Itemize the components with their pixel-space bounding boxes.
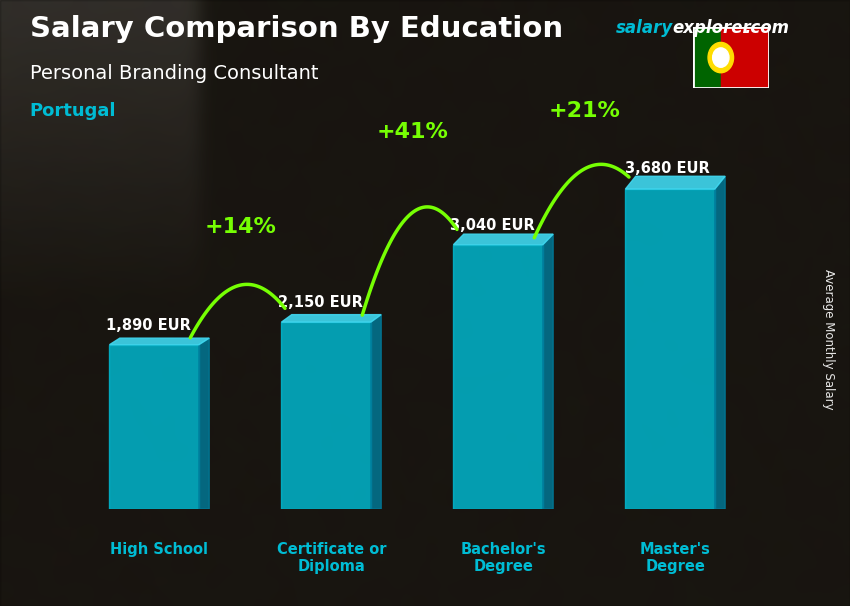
Polygon shape <box>543 234 553 509</box>
Text: .com: .com <box>744 19 789 38</box>
Text: explorer: explorer <box>672 19 751 38</box>
Bar <box>626 189 715 509</box>
Text: salary: salary <box>616 19 673 38</box>
Text: Certificate or
Diploma: Certificate or Diploma <box>276 542 386 574</box>
Text: Average Monthly Salary: Average Monthly Salary <box>822 269 836 410</box>
Bar <box>110 345 199 509</box>
Bar <box>281 322 371 509</box>
Polygon shape <box>626 176 725 189</box>
Text: Personal Branding Consultant: Personal Branding Consultant <box>30 64 318 82</box>
Text: 3,680 EUR: 3,680 EUR <box>626 161 710 176</box>
Bar <box>453 245 543 509</box>
Text: +14%: +14% <box>204 217 276 237</box>
Bar <box>721 27 769 88</box>
Text: 2,150 EUR: 2,150 EUR <box>278 295 363 310</box>
Text: Salary Comparison By Education: Salary Comparison By Education <box>30 15 563 43</box>
Polygon shape <box>110 338 209 345</box>
Polygon shape <box>199 338 209 509</box>
Polygon shape <box>371 315 381 509</box>
Bar <box>693 27 721 88</box>
Text: Portugal: Portugal <box>30 102 116 120</box>
Circle shape <box>708 42 734 73</box>
Text: 3,040 EUR: 3,040 EUR <box>450 218 535 233</box>
Polygon shape <box>715 176 725 509</box>
Text: 1,890 EUR: 1,890 EUR <box>106 318 191 333</box>
Text: High School: High School <box>110 542 208 557</box>
Polygon shape <box>281 315 381 322</box>
Text: +21%: +21% <box>548 101 620 121</box>
Polygon shape <box>453 234 553 245</box>
Text: Master's
Degree: Master's Degree <box>640 542 711 574</box>
Text: +41%: +41% <box>377 122 448 142</box>
Circle shape <box>712 48 729 67</box>
Text: Bachelor's
Degree: Bachelor's Degree <box>461 542 546 574</box>
